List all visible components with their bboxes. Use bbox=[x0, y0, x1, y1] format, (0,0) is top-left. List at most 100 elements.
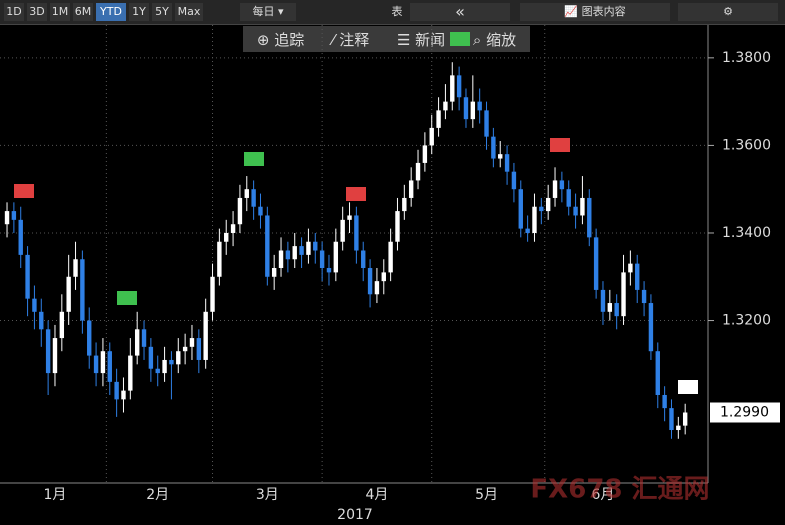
candle-body bbox=[258, 206, 263, 216]
candle-body bbox=[203, 311, 208, 360]
candle-body bbox=[525, 228, 530, 233]
candle-body bbox=[271, 268, 277, 277]
candle-body bbox=[436, 110, 441, 128]
candle-body bbox=[66, 276, 71, 312]
tool[interactable]: ⊕ 追踪 bbox=[256, 30, 305, 49]
candle-body bbox=[491, 136, 496, 159]
candle-body bbox=[361, 250, 366, 269]
candle-body bbox=[217, 241, 222, 277]
candle-body bbox=[539, 206, 544, 212]
candle-body bbox=[628, 263, 633, 273]
y-tick-label: 1.3400 bbox=[722, 225, 771, 241]
tool[interactable]: ☰ 新闻 bbox=[396, 30, 446, 49]
candle-body bbox=[477, 101, 482, 111]
range-button[interactable]: 1Y bbox=[129, 3, 149, 21]
range-button[interactable]: 5Y bbox=[152, 3, 172, 21]
candle-body bbox=[484, 110, 489, 137]
y-tick-label: 1.3200 bbox=[722, 313, 771, 329]
candle-body bbox=[470, 101, 476, 120]
range-button[interactable]: 1D bbox=[4, 3, 24, 21]
candle-body bbox=[511, 171, 517, 190]
range-button[interactable]: 1M bbox=[50, 3, 70, 21]
candle-body bbox=[251, 189, 256, 207]
candle-body bbox=[285, 250, 291, 260]
tool-label: 缩放 bbox=[486, 30, 517, 49]
candle-body bbox=[607, 303, 613, 312]
tool[interactable]: ⁄ 注释 bbox=[331, 30, 370, 49]
candle-body bbox=[600, 289, 606, 312]
candle-body bbox=[518, 189, 523, 229]
y-tick-label: 1.3600 bbox=[722, 137, 771, 153]
candle-body bbox=[587, 197, 592, 238]
candle-body bbox=[196, 338, 202, 360]
candle-body bbox=[292, 246, 297, 260]
chart-content-button[interactable]: 📈 图表内容 bbox=[520, 3, 670, 21]
x-tick-label: 3月 bbox=[256, 487, 279, 503]
tool-label: 追踪 bbox=[274, 30, 305, 49]
candle-body bbox=[422, 145, 428, 163]
settings-button[interactable]: ⚙ bbox=[678, 3, 778, 21]
candle-body bbox=[80, 259, 85, 321]
back-button[interactable]: « bbox=[410, 3, 510, 21]
candle-body bbox=[388, 241, 393, 273]
candle-body bbox=[155, 368, 160, 374]
candle-body bbox=[669, 408, 674, 431]
x-tick-label: 4月 bbox=[365, 487, 388, 503]
candle-body bbox=[278, 250, 284, 269]
candle-body bbox=[498, 154, 503, 159]
tool[interactable]: ⌕ 缩放 bbox=[472, 30, 517, 49]
candle-body bbox=[176, 351, 181, 365]
candle-body bbox=[456, 75, 462, 98]
range-button[interactable]: 3D bbox=[27, 3, 47, 21]
candle-body bbox=[100, 351, 106, 374]
flag bbox=[244, 152, 264, 166]
candle-body bbox=[676, 425, 681, 431]
watermark: FX678 汇通网 bbox=[530, 475, 709, 505]
candle-body bbox=[141, 329, 147, 347]
candle-body bbox=[395, 211, 400, 242]
candle-body bbox=[11, 211, 17, 220]
candle-body bbox=[374, 281, 380, 295]
candle-body bbox=[210, 276, 215, 312]
x-tick-label: 6月 bbox=[592, 487, 615, 503]
candle-body bbox=[73, 259, 78, 277]
candle-body bbox=[39, 311, 44, 330]
flag bbox=[14, 184, 34, 198]
plot: 1.3800 1.3600 1.3400 1.3200 1月 2月 3月 4月 5月 6月 1.29… bbox=[0, 25, 780, 503]
range-button[interactable]: Max bbox=[175, 3, 203, 21]
chart-content: 图表内容 bbox=[581, 5, 626, 18]
range-button[interactable]: 6M bbox=[73, 3, 93, 21]
flag bbox=[346, 187, 366, 201]
candle-body bbox=[655, 351, 660, 395]
candle-body bbox=[114, 381, 119, 400]
frequency-select[interactable]: 每日 ▾ bbox=[240, 3, 296, 21]
candle-body bbox=[340, 219, 345, 242]
tool-label: 新闻 bbox=[415, 30, 446, 49]
candle-body bbox=[641, 289, 647, 304]
x-axis-label: 2017 bbox=[337, 507, 373, 523]
candle-body bbox=[319, 250, 325, 269]
range-button[interactable]: YTD bbox=[96, 3, 126, 21]
table-button[interactable]: 表 bbox=[391, 5, 403, 18]
last-price-box bbox=[710, 402, 780, 423]
candle-body bbox=[415, 162, 421, 181]
candle-body bbox=[450, 75, 455, 102]
candle-body bbox=[162, 359, 167, 374]
candle-body bbox=[552, 180, 558, 198]
candle-body bbox=[189, 338, 195, 347]
candle-body bbox=[134, 329, 140, 356]
candle-body bbox=[182, 346, 188, 352]
candle-body bbox=[333, 241, 339, 273]
candle-body bbox=[59, 311, 65, 339]
candle-body bbox=[299, 246, 304, 255]
candle-body bbox=[662, 394, 667, 409]
candle-body bbox=[18, 219, 23, 255]
tool-strip: ⊕ 追踪 ⁄ 注释 ☰ 新闻 ⌕ 缩放 bbox=[243, 26, 530, 52]
candle-body bbox=[682, 412, 688, 426]
candle-body bbox=[121, 390, 126, 400]
candle-body bbox=[128, 355, 133, 391]
tool-label: 注释 bbox=[339, 30, 370, 49]
candle-body bbox=[25, 254, 30, 299]
